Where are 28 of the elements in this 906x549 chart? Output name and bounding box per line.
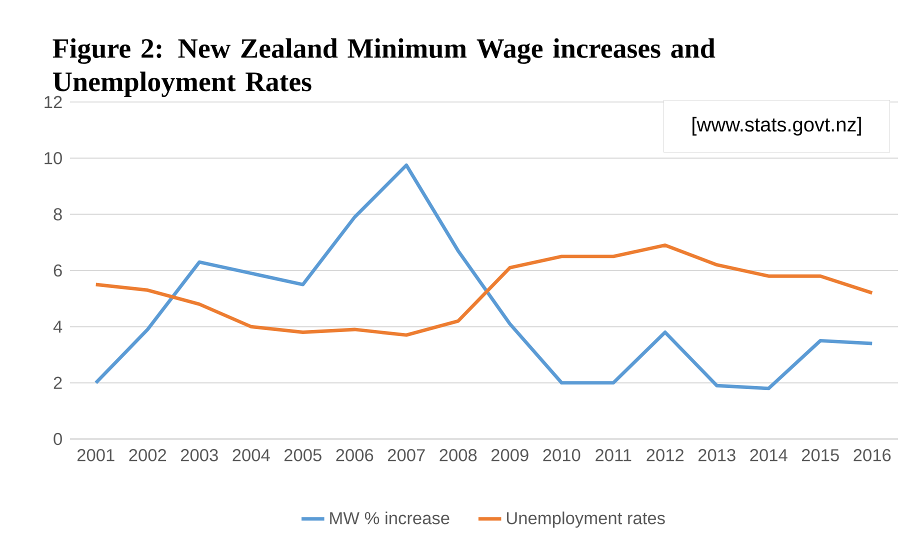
x-tick-label: 2014 bbox=[750, 449, 788, 462]
y-tick-label: 10 bbox=[44, 152, 62, 164]
annotation: [www.stats.govt.nz] bbox=[692, 116, 861, 136]
x-tick-label: 2012 bbox=[646, 449, 684, 462]
x-tick-label: 2016 bbox=[854, 449, 891, 462]
x-tick-label: 2011 bbox=[596, 449, 632, 462]
y-tick-label: 0 bbox=[54, 432, 62, 446]
x-tick-label: 2007 bbox=[388, 449, 425, 462]
y-tick-label: 8 bbox=[54, 208, 62, 220]
x-tick-label: 2002 bbox=[129, 449, 166, 462]
y-tick-label: 4 bbox=[53, 320, 62, 333]
x-tick-label: 2001 bbox=[77, 449, 114, 462]
x-tick-label: 2005 bbox=[284, 449, 322, 462]
x-tick-label: 2006 bbox=[336, 449, 374, 462]
chart-title: Figure 2: New Zealand Minimum Wage increases and Unemployment Rates bbox=[52, 38, 716, 98]
x-tick-label: 2013 bbox=[698, 449, 736, 462]
y-tick-label: 12 bbox=[44, 96, 62, 108]
legend-label: MW % increase bbox=[330, 512, 450, 524]
legend-label: Unemployment rates bbox=[506, 512, 665, 528]
y-tick-label: 6 bbox=[54, 264, 62, 277]
line-series bbox=[94, 243, 874, 337]
x-tick-label: 2008 bbox=[440, 449, 477, 462]
y-tick-label: 2 bbox=[54, 376, 62, 389]
x-tick-label: 2004 bbox=[232, 449, 270, 462]
x-tick-label: 2015 bbox=[802, 449, 839, 462]
x-tick-label: 2003 bbox=[180, 449, 218, 462]
x-tick-label: 2009 bbox=[491, 449, 528, 462]
x-tick-label: 2010 bbox=[543, 449, 580, 462]
